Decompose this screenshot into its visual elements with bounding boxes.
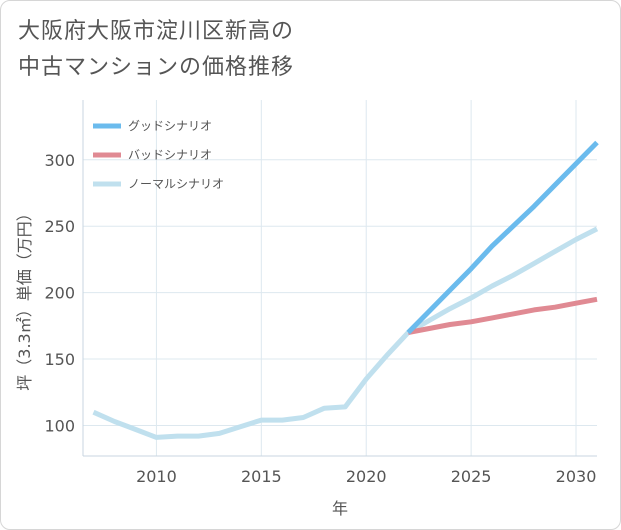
plot-frame (82, 100, 597, 457)
x-tick-label-2030: 2030 (556, 467, 597, 486)
series-line-0 (406, 140, 599, 335)
y-tick-label-200: 200 (44, 284, 75, 303)
chart-title: 大阪府大阪市淀川区新高の 中古マンションの価格推移 (18, 14, 294, 86)
y-tick-label-100: 100 (44, 416, 75, 435)
series-line-1 (407, 296, 598, 335)
x-tick-label-2010: 2010 (136, 467, 177, 486)
x-tick-labels: 2010 2015 2020 2025 2030 (136, 467, 596, 486)
chart-title-line2: 中古マンションの価格推移 (18, 55, 295, 80)
x-axis-title: 年 (332, 499, 348, 518)
series-line-2 (92, 226, 599, 440)
legend-label-2: ノーマルシナリオ (128, 177, 224, 191)
x-tick-label-2015: 2015 (241, 467, 282, 486)
legend-label-1: バッドシナリオ (128, 148, 212, 162)
y-tick-label-250: 250 (44, 217, 75, 236)
series-lines (92, 140, 599, 440)
grid-lines (83, 100, 597, 456)
legend-label-0: グッドシナリオ (128, 119, 212, 133)
y-tick-labels: 100 150 200 250 300 (44, 151, 75, 436)
x-tick-label-2020: 2020 (346, 467, 387, 486)
y-tick-label-300: 300 (44, 151, 75, 170)
y-tick-label-150: 150 (44, 350, 75, 369)
y-axis-title: 坪（3.3㎡）単価（万円） (15, 205, 34, 390)
chart-title-line1: 大阪府大阪市淀川区新高の (18, 19, 295, 44)
x-tick-label-2025: 2025 (451, 467, 492, 486)
